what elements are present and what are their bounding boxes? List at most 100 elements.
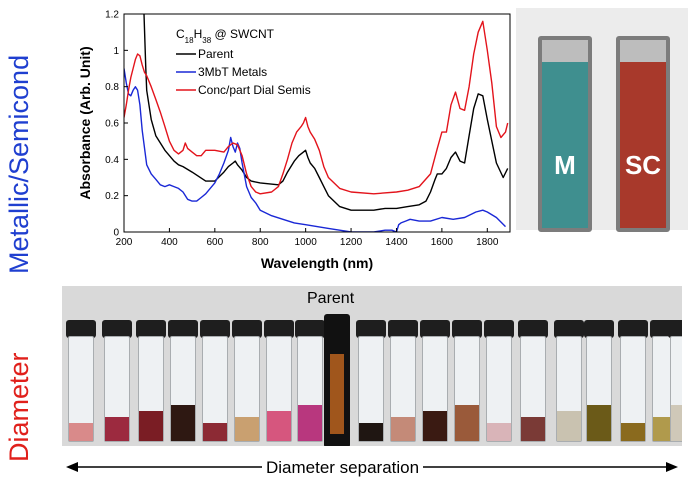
x-tick-label: 200 [116, 237, 133, 248]
vial-body [556, 336, 582, 442]
series-line-0 [138, 14, 509, 211]
vial-body [486, 336, 512, 442]
vial-cap [388, 320, 418, 338]
vial-body [670, 336, 682, 442]
sample-vial [356, 320, 386, 442]
x-tick-label: 800 [252, 237, 269, 248]
x-tick-label: 1200 [340, 237, 363, 248]
vial-liquid [587, 405, 611, 441]
cuvette-metallic: M [538, 36, 592, 232]
vial-liquid [171, 405, 195, 441]
x-axis-title: Wavelength (nm) [261, 255, 373, 271]
sample-vial [136, 320, 166, 442]
sample-vial [295, 320, 325, 442]
vial-body [390, 336, 416, 442]
vial-liquid [69, 423, 93, 441]
cuvette-semiconducting: SC [616, 36, 670, 232]
vial-cap [200, 320, 230, 338]
vial-liquid [235, 417, 259, 441]
y-tick-label: 0.8 [105, 82, 119, 93]
vial-liquid [521, 417, 545, 441]
vial-cap [554, 320, 584, 338]
vial-liquid [391, 417, 415, 441]
vial-liquid [139, 411, 163, 441]
sample-vial [452, 320, 482, 442]
y-tick-label: 0.4 [105, 155, 119, 166]
vial-body [170, 336, 196, 442]
x-tick-label: 400 [161, 237, 178, 248]
vial-body [520, 336, 546, 442]
vial-liquid [267, 411, 291, 441]
sample-vial [420, 320, 450, 442]
vial-body [620, 336, 646, 442]
vial-body [297, 336, 323, 442]
legend-title: C18H38 @ SWCNT [176, 27, 275, 45]
cuvette-label-m: M [554, 150, 576, 180]
legend-entry-2: Conc/part Dial Semis [198, 83, 311, 97]
vial-cap [356, 320, 386, 338]
x-tick-label: 1400 [385, 237, 408, 248]
vials-photo [62, 286, 682, 484]
vial-liquid [621, 423, 645, 441]
x-tick-label: 1600 [431, 237, 454, 248]
vial-cap [452, 320, 482, 338]
y-tick-label: 0.2 [105, 191, 119, 202]
x-tick-label: 600 [206, 237, 223, 248]
vial-liquid [557, 411, 581, 441]
parent-cuvette-liquid [330, 354, 344, 434]
y-tick-label: 0.6 [105, 119, 119, 130]
vial-liquid [298, 405, 322, 441]
vial-liquid [359, 423, 383, 441]
vial-cap [136, 320, 166, 338]
sample-vial [232, 320, 262, 442]
vial-cap [66, 320, 96, 338]
vial-cap [295, 320, 325, 338]
vial-body [454, 336, 480, 442]
vial-cap [518, 320, 548, 338]
y-tick-label: 1.2 [105, 10, 119, 21]
diameter-separation-label: Diameter separation [262, 458, 424, 478]
parent-label: Parent [307, 290, 355, 307]
sample-vial [66, 320, 96, 442]
series-line-2 [124, 20, 509, 195]
sample-vial [668, 320, 682, 442]
vial-liquid [423, 411, 447, 441]
vial-cap [232, 320, 262, 338]
vial-body [266, 336, 292, 442]
cuvette-liquid [620, 62, 666, 228]
sample-vial [584, 320, 614, 442]
vial-cap [618, 320, 648, 338]
vial-liquid [671, 405, 682, 441]
y-axis-title: Absorbance (Arb. Unit) [77, 46, 93, 199]
x-tick-label: 1800 [476, 237, 499, 248]
vial-liquid [203, 423, 227, 441]
vial-liquid [105, 417, 129, 441]
vial-cap [584, 320, 614, 338]
vial-cap [102, 320, 132, 338]
vial-cap [484, 320, 514, 338]
vial-liquid [487, 423, 511, 441]
vial-liquid [455, 405, 479, 441]
y-tick-label: 0 [113, 228, 119, 239]
cuvette-label-sc: SC [624, 150, 662, 180]
vial-body [104, 336, 130, 442]
parent-cuvette [324, 314, 350, 448]
sample-vial [554, 320, 584, 442]
sample-vial [484, 320, 514, 442]
vial-cap [168, 320, 198, 338]
vial-body [422, 336, 448, 442]
sample-vial [388, 320, 418, 442]
sample-vial [518, 320, 548, 442]
sample-vial [618, 320, 648, 442]
vial-cap [420, 320, 450, 338]
legend-entry-0: Parent [198, 47, 234, 61]
sample-vial [264, 320, 294, 442]
sample-vial [168, 320, 198, 442]
vial-body [234, 336, 260, 442]
vial-body [586, 336, 612, 442]
vial-cap [264, 320, 294, 338]
vial-body [68, 336, 94, 442]
x-tick-label: 1000 [295, 237, 318, 248]
